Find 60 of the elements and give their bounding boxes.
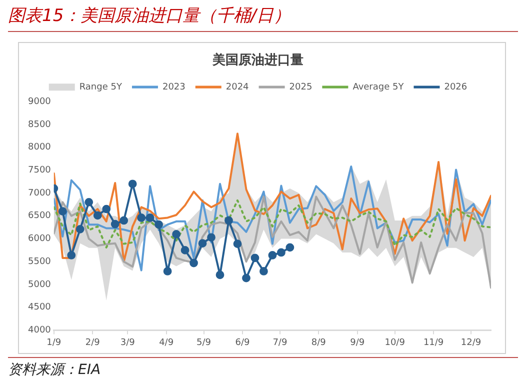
point	[163, 267, 172, 276]
y-tick-label: 5500	[28, 256, 52, 267]
point	[242, 274, 250, 282]
point	[198, 239, 207, 248]
point	[137, 214, 146, 222]
point	[286, 243, 294, 252]
point	[224, 216, 233, 225]
point	[260, 267, 268, 276]
point	[76, 224, 84, 234]
point	[58, 207, 67, 216]
legend-label: Average 5Y	[352, 82, 404, 92]
point	[154, 220, 164, 229]
chart-subtitle: 美国原油进口量	[212, 52, 304, 68]
point	[120, 216, 128, 225]
x-tick-label: 6/9	[235, 338, 250, 348]
x-tick-label: 5/9	[196, 338, 212, 348]
point	[250, 254, 260, 262]
point	[110, 220, 120, 228]
point	[216, 270, 224, 280]
x-tick-label: 12/9	[460, 338, 482, 348]
legend-label: 2025	[289, 82, 312, 92]
point	[146, 214, 154, 222]
x-tick-label: 10/9	[384, 338, 406, 348]
point	[190, 258, 198, 268]
x-tick-label: 2/9	[85, 338, 100, 348]
point	[67, 251, 76, 260]
point	[233, 240, 242, 248]
y-tick-label: 8000	[28, 142, 52, 153]
y-tick-label: 9000	[28, 96, 52, 107]
point	[172, 230, 180, 238]
y-tick-label: 8500	[28, 120, 52, 130]
line-series	[54, 199, 491, 248]
point	[268, 251, 277, 260]
y-tick-label: 7500	[28, 166, 52, 176]
point	[84, 198, 94, 206]
chart-title: 图表15：美国原油进口量（千桶/日）	[8, 4, 518, 32]
x-tick-label: 8/9	[311, 338, 326, 348]
x-tick-label: 7/9	[272, 338, 288, 348]
text: 资料来源：EIA	[8, 361, 101, 379]
x-tick-label: 4/9	[159, 338, 174, 348]
x-tick-label: 1/9	[46, 338, 62, 348]
point	[276, 248, 286, 257]
point	[180, 246, 190, 254]
legend-label: 2023	[162, 82, 186, 92]
point	[102, 204, 111, 214]
legend-label: 2026	[444, 82, 468, 92]
x-tick-label: 11/9	[423, 338, 444, 348]
y-tick-label: 5000	[28, 280, 52, 290]
point	[93, 211, 102, 220]
point	[128, 180, 137, 188]
legend-label: 2024	[226, 82, 250, 92]
y-tick-label: 7000	[28, 188, 52, 198]
y-tick-label: 4000	[28, 326, 52, 336]
y-tick-label: 6000	[28, 234, 52, 244]
y-tick-label: 6500	[28, 211, 52, 222]
point	[207, 233, 216, 242]
legend-label: Range 5Y	[79, 82, 122, 92]
x-tick-label: 3/9	[120, 338, 136, 348]
y-tick-label: 4500	[28, 302, 52, 313]
x-tick-label: 9/9	[350, 338, 365, 348]
